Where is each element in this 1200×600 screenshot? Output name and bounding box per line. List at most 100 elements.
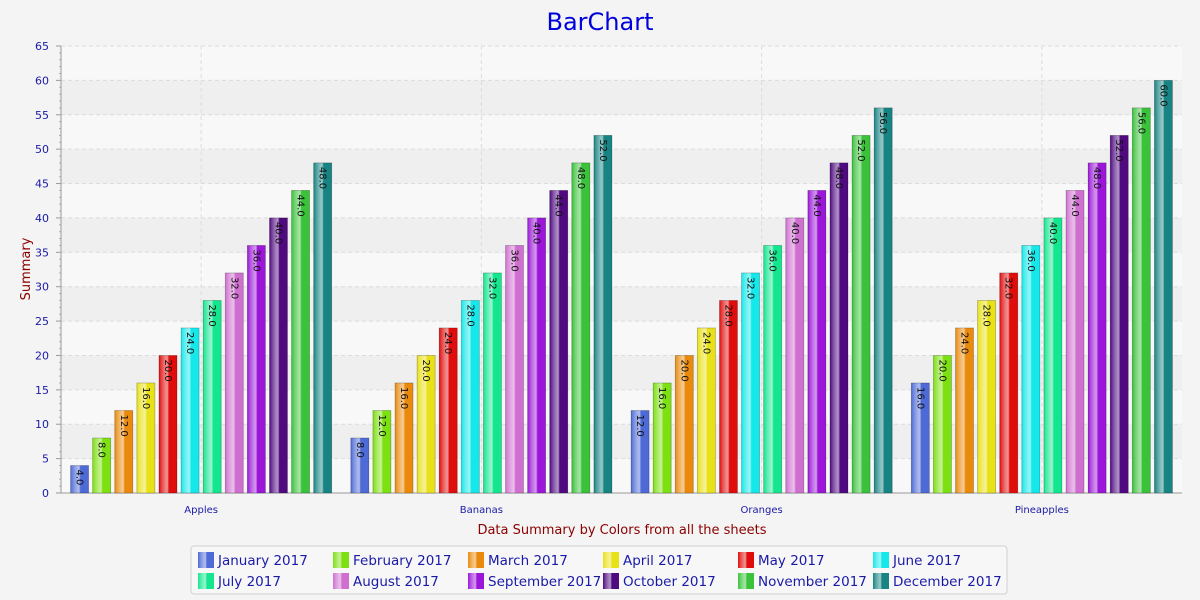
bar-shading	[417, 355, 436, 493]
y-tick-label: 60	[35, 74, 49, 87]
legend-swatch-shading	[333, 573, 349, 589]
y-tick-label: 30	[35, 281, 49, 294]
plot-band	[61, 46, 1182, 81]
bar-outline	[696, 327, 716, 494]
y-axis-label: Summary	[19, 237, 34, 300]
bar-outline	[291, 190, 310, 494]
bar-outline	[114, 410, 134, 494]
data-label: 24.0	[184, 332, 195, 354]
data-label: 44.0	[295, 194, 306, 216]
legend-swatch-shading	[603, 552, 619, 568]
plot-band	[61, 183, 1182, 218]
data-label: 56.0	[1135, 112, 1146, 134]
bar-shading	[136, 382, 155, 493]
plot-band	[61, 114, 1182, 150]
bar-shading	[719, 300, 738, 493]
bar-outline	[977, 300, 997, 494]
legend-item: November 2017	[758, 574, 867, 590]
bar-outline	[933, 355, 952, 494]
bar-outline	[180, 327, 200, 494]
data-label: 8.0	[354, 442, 365, 458]
bar-outline	[630, 410, 650, 494]
data-label: 20.0	[678, 359, 689, 381]
bar-outline	[350, 437, 370, 494]
bar-shading	[70, 465, 89, 493]
bar-outline	[313, 162, 333, 494]
data-label: 16.0	[914, 387, 925, 409]
bar-outline	[460, 300, 480, 494]
bar-outline	[158, 355, 178, 494]
plot-band	[61, 149, 1182, 184]
bar-shading	[247, 245, 266, 493]
bar-shading	[1043, 217, 1062, 493]
bar-shading	[977, 300, 996, 493]
legend-item: June 2017	[892, 553, 961, 569]
data-label: 48.0	[575, 167, 586, 189]
chart-title: BarChart	[547, 8, 654, 36]
bar-shading	[439, 327, 458, 493]
legend-swatch-shading	[873, 552, 889, 568]
bar-shading	[807, 190, 826, 493]
bar-outline	[527, 217, 547, 494]
data-label: 24.0	[959, 332, 970, 354]
bar-shading	[203, 300, 222, 493]
bar-outline	[483, 272, 502, 494]
legend-frame	[190, 545, 1008, 595]
bar-outline	[1109, 134, 1129, 494]
legend-item: February 2017	[353, 553, 451, 569]
data-label: 16.0	[140, 387, 151, 409]
legend-item: May 2017	[758, 553, 825, 569]
bar-outline	[652, 382, 672, 494]
bar-shading	[852, 135, 871, 493]
legend-swatch-shading	[198, 573, 214, 589]
y-tick-label: 15	[35, 384, 49, 397]
bar-outline	[92, 437, 112, 494]
bar-outline	[1131, 107, 1151, 494]
legend-swatch-shading	[738, 573, 754, 589]
data-label: 44.0	[811, 194, 822, 216]
bar-shading	[1132, 107, 1151, 494]
bar-outline	[1154, 79, 1173, 494]
plot-band	[61, 80, 1182, 115]
bar-shading	[653, 382, 672, 493]
bar-shading	[571, 162, 590, 493]
bar-shading	[527, 217, 546, 493]
data-label: 48.0	[317, 167, 328, 189]
bar-shading	[933, 355, 952, 493]
data-label: 28.0	[722, 304, 733, 326]
bar-outline	[224, 272, 244, 494]
data-label: 40.0	[272, 222, 283, 244]
bar-shading	[631, 410, 650, 493]
data-label: 60.0	[1157, 84, 1168, 106]
data-label: 48.0	[1091, 167, 1102, 189]
data-label: 4.0	[74, 469, 85, 485]
bar-shading	[697, 327, 716, 493]
bar-shading	[92, 437, 111, 493]
bar-outline	[829, 162, 849, 494]
data-label: 36.0	[1025, 249, 1036, 271]
bar-shading	[1088, 162, 1107, 493]
bar-outline	[571, 162, 591, 494]
bar-shading	[225, 272, 244, 493]
bar-outline	[910, 382, 930, 494]
data-label: 56.0	[877, 112, 888, 134]
legend-swatch-shading	[333, 552, 349, 568]
bar-shading	[505, 245, 524, 493]
bar-outline	[719, 300, 738, 494]
y-tick-label: 50	[35, 143, 49, 156]
bar-outline	[269, 217, 288, 494]
bar-outline	[1087, 162, 1107, 494]
data-label: 32.0	[228, 277, 239, 299]
bar-shading	[763, 245, 782, 493]
bar-outline	[505, 245, 524, 494]
bar-shading	[313, 162, 332, 493]
data-label: 12.0	[376, 414, 387, 436]
bar-outline	[999, 272, 1019, 494]
data-label: 32.0	[486, 277, 497, 299]
bar-shading	[269, 217, 288, 493]
data-label: 16.0	[398, 387, 409, 409]
y-tick-label: 25	[35, 315, 49, 328]
bar-outline	[1065, 190, 1085, 494]
data-label: 40.0	[1047, 222, 1058, 244]
data-label: 52.0	[1113, 139, 1124, 161]
